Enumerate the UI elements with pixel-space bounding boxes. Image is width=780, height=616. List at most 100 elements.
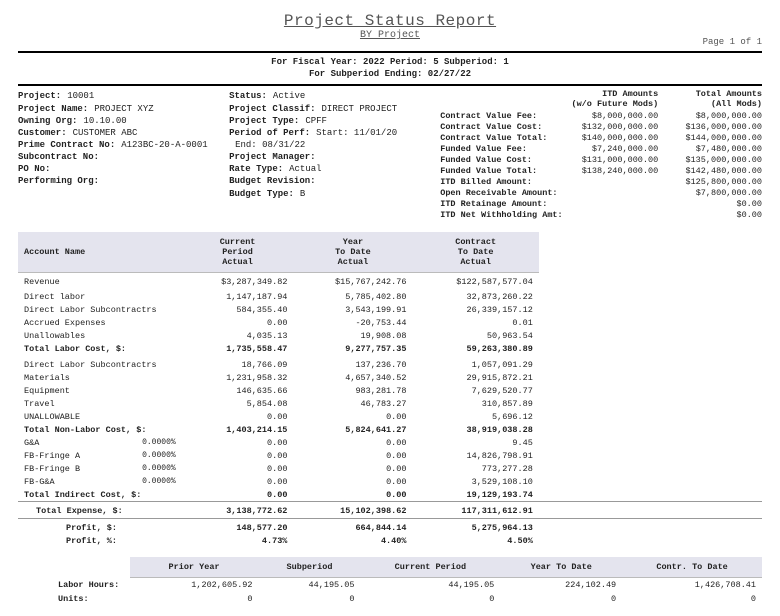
- row-value: 0.00: [182, 436, 294, 449]
- info-value: 10.10.00: [83, 115, 219, 127]
- report-title: Project Status Report: [18, 12, 762, 30]
- row-value: 310,857.89: [412, 397, 538, 410]
- amount-itd: [558, 188, 660, 199]
- subperiod-line: For Subperiod Ending: 02/27/22: [18, 69, 762, 81]
- itd-amounts-header: ITD Amounts(w/o Future Mods): [554, 90, 658, 109]
- row-pct: 0.0000%: [122, 449, 182, 462]
- row-value: $3,287,349.82: [182, 272, 294, 288]
- amount-itd: $140,000,000.00: [554, 133, 658, 144]
- amount-total: $0.00: [662, 210, 762, 221]
- amount-label: Contract Value Total:: [440, 133, 554, 144]
- row-value: 3,529,108.10: [412, 475, 538, 488]
- col-ctd: ContractTo DateActual: [412, 232, 538, 273]
- hours-table: Prior YearSubperiodCurrent PeriodYear To…: [18, 557, 762, 606]
- amount-label: ITD Retainage Amount:: [440, 199, 554, 210]
- info-value: End: 08/31/22: [235, 139, 430, 151]
- amount-label: Funded Value Cost:: [440, 155, 554, 166]
- row-value: 0.00: [182, 475, 294, 488]
- bottom-header: Current Period: [360, 557, 500, 578]
- col-current: CurrentPeriodActual: [182, 232, 294, 273]
- info-label: Budget Revision:: [229, 175, 321, 187]
- row-value: 29,915,872.21: [412, 371, 538, 384]
- info-label: Prime Contract No:: [18, 139, 121, 151]
- row-pct: 0.0000%: [122, 475, 182, 488]
- info-label: Project:: [18, 90, 67, 102]
- row-value: 0.01: [412, 317, 538, 330]
- info-label: PO No:: [18, 163, 56, 175]
- row-value: 9.45: [412, 436, 538, 449]
- bottom-row-value: 44,195.05: [259, 578, 361, 593]
- info-label: Budget Type:: [229, 188, 300, 200]
- row-value: 1,231,958.32: [182, 371, 294, 384]
- amount-total: $7,800,000.00: [660, 188, 762, 199]
- info-grid: Project:10001Project Name:PROJECT XYZOwn…: [18, 90, 762, 221]
- amount-total: $0.00: [658, 199, 762, 210]
- amount-label: Funded Value Fee:: [440, 144, 554, 155]
- info-right-col: ITD Amounts(w/o Future Mods) Total Amoun…: [440, 90, 762, 221]
- row-value: 5,824,641.27: [293, 423, 412, 436]
- row-value: 32,873,260.22: [412, 288, 538, 304]
- amount-label: Open Receivable Amount:: [440, 188, 557, 199]
- info-value: [322, 175, 431, 187]
- bottom-header: Prior Year: [130, 557, 259, 578]
- row-label: Total Indirect Cost, $:: [18, 488, 182, 502]
- row-value: 18,766.09: [182, 356, 294, 372]
- amount-label: ITD Net Withholding Amt:: [440, 210, 562, 221]
- total-amounts-header: Total Amounts(All Mods): [658, 90, 762, 109]
- amount-total: $142,480,000.00: [658, 166, 762, 177]
- amount-itd: $132,000,000.00: [554, 122, 658, 133]
- info-value: A123BC-20-A-0001: [121, 139, 219, 151]
- info-label: Period of Perf:: [229, 127, 316, 139]
- row-value: 3,543,199.91: [293, 304, 412, 317]
- row-value: 19,129,193.74: [412, 488, 538, 502]
- row-label: Direct Labor Subcontractrs: [18, 304, 182, 317]
- bottom-header: Subperiod: [259, 557, 361, 578]
- row-label: Direct Labor Subcontractrs: [18, 356, 182, 372]
- bottom-row-value: 0: [500, 592, 622, 606]
- bottom-header: [18, 557, 130, 578]
- info-value: B: [300, 188, 430, 200]
- amount-itd: $7,240,000.00: [554, 144, 658, 155]
- row-value: 0.00: [293, 462, 412, 475]
- row-value: 59,263,380.89: [412, 343, 538, 356]
- row-value: 0.00: [293, 488, 412, 502]
- row-label: Accrued Expenses: [18, 317, 182, 330]
- row-value: 146,635.66: [182, 384, 294, 397]
- info-value: CPFF: [305, 115, 430, 127]
- info-value: [56, 163, 219, 175]
- row-value: 0.00: [182, 449, 294, 462]
- row-label: Direct labor: [18, 288, 182, 304]
- amount-total: $136,000,000.00: [658, 122, 762, 133]
- info-label: Owning Org:: [18, 115, 83, 127]
- row-value: 1,057,091.29: [412, 356, 538, 372]
- info-label: Project Type:: [229, 115, 305, 127]
- bottom-row-value: 1,202,605.92: [130, 578, 259, 593]
- row-value: 4.73%: [182, 534, 294, 547]
- info-label: Project Manager:: [229, 151, 321, 163]
- info-value: Active: [273, 90, 430, 102]
- row-label: Equipment: [18, 384, 182, 397]
- bottom-row-label: Labor Hours:: [18, 578, 130, 593]
- info-left-col: Project:10001Project Name:PROJECT XYZOwn…: [18, 90, 219, 221]
- info-mid-col: Status:ActiveProject Classif:DIRECT PROJ…: [229, 90, 430, 221]
- row-label: FB-G&A: [18, 475, 122, 488]
- row-value: 3,138,772.62: [182, 502, 294, 519]
- bottom-row-value: 0: [130, 592, 259, 606]
- amount-label: ITD Billed Amount:: [440, 177, 554, 188]
- row-value: -20,753.44: [293, 317, 412, 330]
- info-label: Performing Org:: [18, 175, 105, 187]
- row-value: 4,657,340.52: [293, 371, 412, 384]
- row-label: FB-Fringe B: [18, 462, 122, 475]
- bottom-header: Year To Date: [500, 557, 622, 578]
- row-value: 5,785,402.80: [293, 288, 412, 304]
- row-label: Travel: [18, 397, 182, 410]
- info-value: PROJECT XYZ: [94, 103, 219, 115]
- row-value: 5,275,964.13: [412, 518, 538, 534]
- divider: [18, 51, 762, 53]
- row-label: Materials: [18, 371, 182, 384]
- amount-itd: $138,240,000.00: [554, 166, 658, 177]
- row-value: 4.50%: [412, 534, 538, 547]
- bottom-row-label: Units:: [18, 592, 130, 606]
- info-value: CUSTOMER ABC: [73, 127, 220, 139]
- row-label: G&A: [18, 436, 122, 449]
